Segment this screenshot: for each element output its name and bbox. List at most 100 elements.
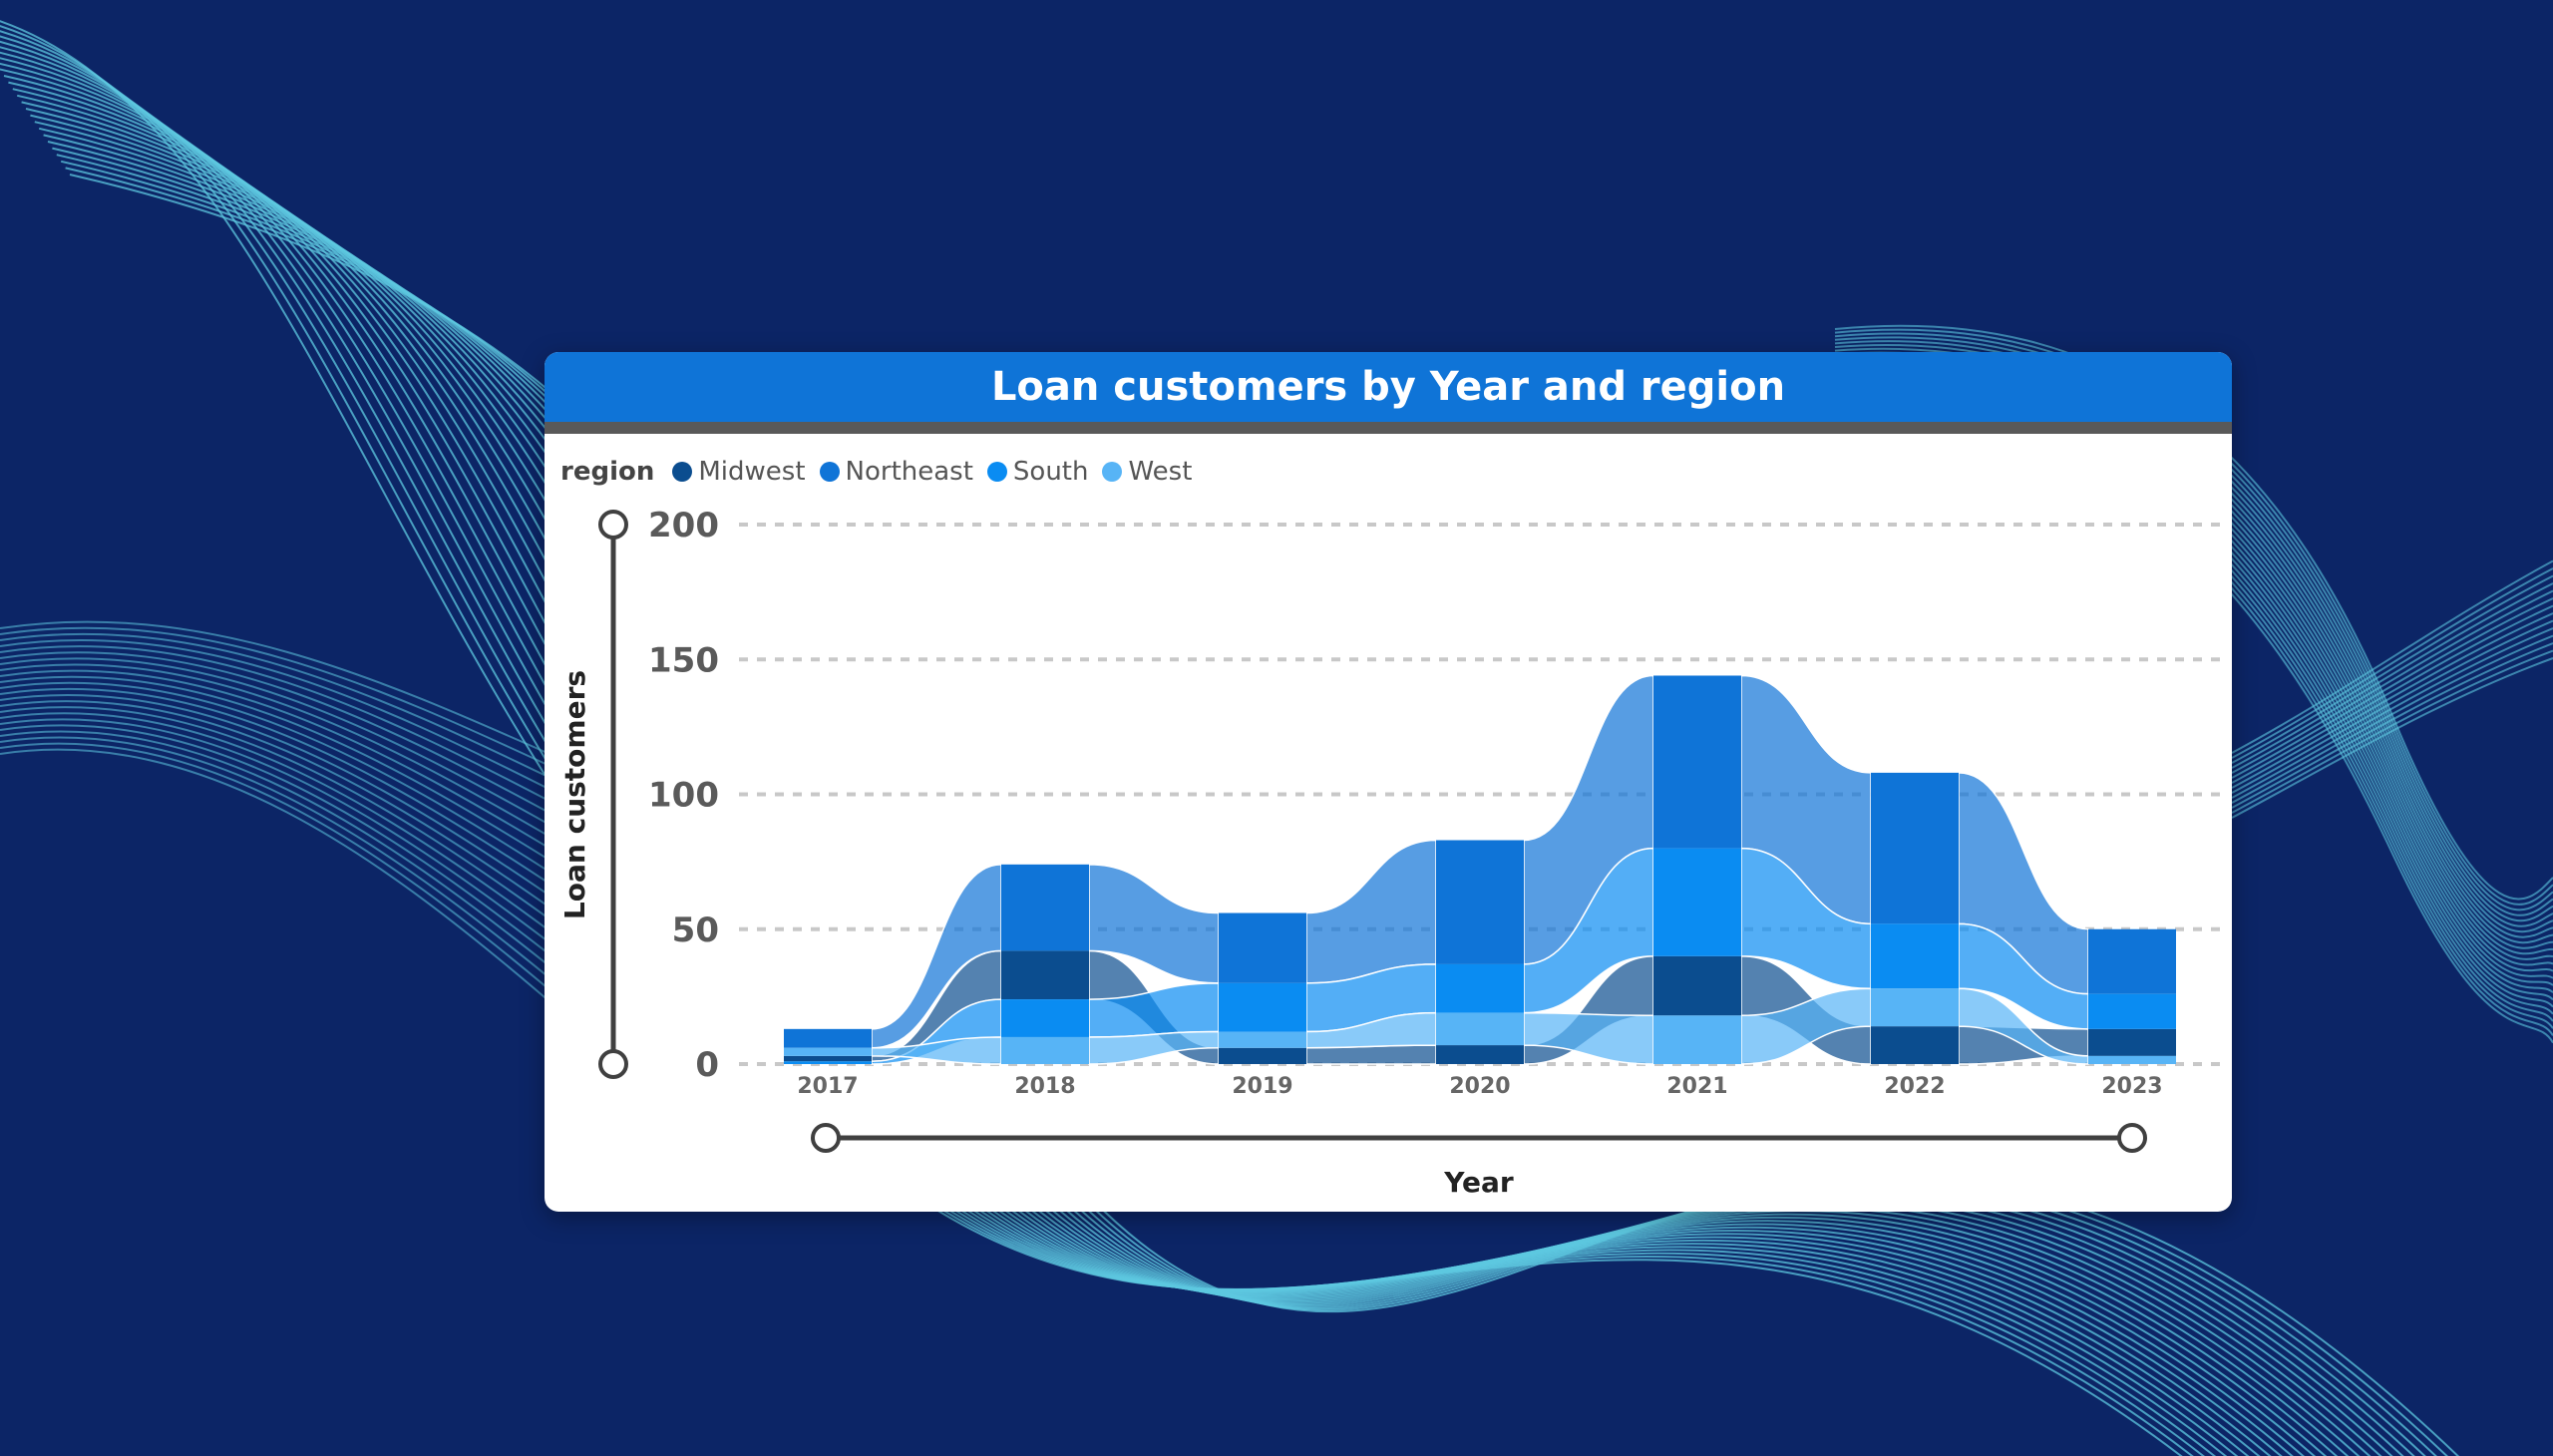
background-wave-line — [2231, 597, 2553, 779]
bar-segment-midwest — [1001, 950, 1089, 1000]
background-wave-line — [0, 736, 559, 986]
bar-segment-northeast — [2088, 928, 2176, 994]
x-tick-label: 2023 — [2101, 1074, 2162, 1099]
y-slider-top-handle[interactable] — [598, 510, 628, 540]
ribbon-northeast — [1305, 839, 1437, 984]
background-wave-line — [0, 706, 559, 926]
background-wave-line — [2231, 627, 2553, 799]
x-axis-slider[interactable] — [811, 1123, 2147, 1153]
bar-segment-northeast — [1653, 675, 1741, 849]
x-tick-label: 2018 — [1014, 1074, 1075, 1099]
ribbon-chart: 0 50 100 150 200 2017 2018 2019 2020 2021 2022 202… — [558, 506, 2220, 1199]
bar-segment-west — [1219, 1031, 1306, 1048]
background-wave-line — [2231, 559, 2553, 754]
legend-item-south[interactable]: South — [986, 457, 1089, 487]
y-slider-bottom-handle[interactable] — [598, 1049, 628, 1079]
background-wave-line — [0, 742, 559, 998]
background-wave-line — [2231, 604, 2553, 784]
y-tick-label: 100 — [648, 776, 719, 816]
background-wave-line — [0, 669, 559, 855]
x-tick-label: 2022 — [1884, 1074, 1945, 1099]
background-wave-line — [2231, 657, 2553, 819]
legend: region Midwest Northeast South West — [560, 452, 1192, 492]
x-axis-title: Year — [1443, 1166, 1514, 1199]
bar-segment-west — [1001, 1036, 1089, 1064]
background-wave-line — [0, 724, 559, 962]
bar-segment-northeast — [1871, 772, 1959, 924]
y-tick-label: 0 — [695, 1045, 719, 1085]
bar-segment-west — [784, 1047, 872, 1056]
background-wave-line — [0, 626, 559, 771]
legend-item-west[interactable]: West — [1102, 457, 1192, 487]
bar-segment-midwest — [2088, 1028, 2176, 1056]
legend-dot-northeast — [819, 462, 840, 482]
chart-card: 0 50 100 150 200 2017 2018 2019 2020 2021 2022 202… — [545, 352, 2232, 1212]
bar-segment-northeast — [784, 1028, 872, 1048]
background-wave-line — [0, 718, 559, 950]
bar-segment-midwest — [1871, 1026, 1959, 1064]
background-wave-line — [0, 675, 559, 867]
background-wave-line — [2231, 619, 2553, 794]
legend-dot-south — [986, 462, 1007, 482]
background-wave-line — [0, 693, 559, 903]
bar-segment-northeast — [1436, 840, 1524, 964]
y-tick-label: 50 — [672, 910, 719, 950]
chart-header: Loan customers by Year and region — [545, 352, 2232, 434]
legend-label-west: West — [1128, 457, 1193, 487]
ribbon-west — [1088, 1030, 1220, 1065]
background-wave-line — [0, 632, 559, 783]
legend-label-south: South — [1012, 457, 1089, 487]
x-tick-label: 2021 — [1666, 1074, 1727, 1099]
background-wave-line — [2231, 589, 2553, 774]
background-wave-line — [0, 712, 559, 938]
background-wave-line — [0, 651, 559, 819]
bar-segment-west — [1653, 1015, 1741, 1064]
x-slider-right-handle[interactable] — [2117, 1123, 2147, 1153]
bar-segment-northeast — [1001, 864, 1089, 951]
background-wave-line — [2231, 612, 2553, 789]
legend-label-northeast: Northeast — [845, 457, 973, 487]
y-tick-label: 200 — [648, 506, 719, 546]
x-slider-left-handle[interactable] — [811, 1123, 841, 1153]
background-wave-line — [1834, 328, 2553, 906]
bar-segment-west — [1871, 988, 1959, 1027]
bar-segment-south — [2088, 993, 2176, 1029]
background-wave-line — [0, 657, 559, 831]
bars — [784, 675, 2176, 1064]
bar-segment-south — [1219, 982, 1306, 1032]
background-wave-line — [2231, 642, 2553, 809]
legend-dot-west — [1102, 462, 1123, 482]
background-wave-line — [0, 681, 559, 879]
bar-segment-northeast — [1219, 912, 1306, 983]
background-wave-line — [0, 620, 559, 759]
legend-item-northeast[interactable]: Northeast — [819, 457, 973, 487]
background-wave-line — [0, 645, 559, 807]
bar-segment-south — [1436, 963, 1524, 1013]
x-tick-label: 2020 — [1449, 1074, 1510, 1099]
bar-segment-south — [1001, 999, 1089, 1037]
background-wave-line — [0, 700, 559, 914]
legend-dot-midwest — [672, 462, 693, 482]
bar-segment-midwest — [784, 1055, 872, 1062]
background-wave-line — [0, 663, 559, 843]
background-wave-line — [0, 730, 559, 974]
bar-segment-west — [2088, 1055, 2176, 1064]
y-axis-title: Loan customers — [558, 670, 591, 919]
bar-segment-midwest — [1436, 1045, 1524, 1064]
bar-segment-south — [1653, 848, 1741, 956]
bar-segment-west — [1436, 1012, 1524, 1046]
legend-label-midwest: Midwest — [698, 457, 806, 487]
background-wave-line — [1834, 324, 2553, 901]
bar-segment-south — [1871, 923, 1959, 989]
background-wave-line — [0, 687, 559, 891]
background-wave-line — [2231, 567, 2553, 759]
ribbons — [871, 674, 2089, 1065]
bar-segment-midwest — [1219, 1047, 1306, 1064]
background-wave-line — [2231, 582, 2553, 769]
background-wave-line — [2231, 649, 2553, 814]
chart-title: Loan customers by Year and region — [990, 364, 1786, 410]
bar-segment-south — [784, 1061, 872, 1064]
legend-item-midwest[interactable]: Midwest — [672, 457, 806, 487]
y-axis-slider[interactable] — [598, 510, 628, 1079]
background-wave-line — [0, 639, 559, 795]
